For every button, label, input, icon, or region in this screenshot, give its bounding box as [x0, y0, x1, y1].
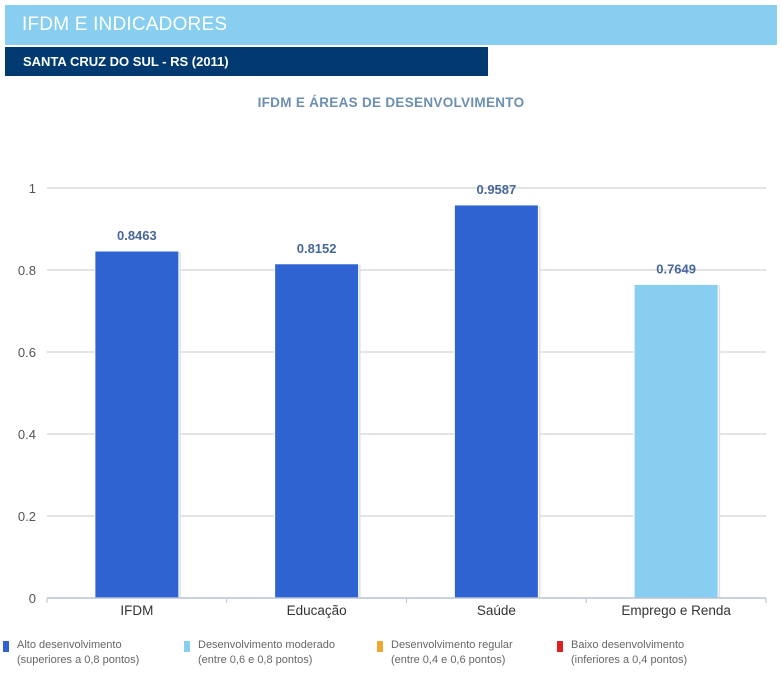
data-label: 0.9587	[476, 182, 516, 197]
x-tick-label: Emprego e Renda	[621, 603, 731, 618]
data-label: 0.8463	[117, 228, 157, 243]
bar	[633, 283, 719, 599]
y-tick-label: 0.4	[18, 427, 36, 442]
legend-swatch	[557, 641, 563, 652]
legend-swatch	[3, 641, 9, 652]
data-label: 0.8152	[297, 241, 337, 256]
x-tick-label: IFDM	[120, 603, 153, 618]
legend-range: (entre 0,4 e 0,6 pontos)	[391, 654, 506, 666]
bar	[94, 250, 180, 599]
top-banner: IFDM E INDICADORES	[5, 5, 777, 45]
x-tick-label: Educação	[287, 603, 347, 618]
y-tick-label: 1	[29, 181, 36, 196]
chart-title: IFDM E ÁREAS DE DESENVOLVIMENTO	[257, 95, 525, 110]
y-tick-label: 0	[29, 591, 36, 606]
bar	[274, 263, 360, 599]
legend-label: Desenvolvimento moderado	[198, 639, 335, 651]
legend-range: (entre 0,6 e 0,8 pontos)	[198, 654, 313, 666]
legend-swatch	[184, 641, 190, 652]
location-subtitle: SANTA CRUZ DO SUL - RS (2011)	[23, 54, 229, 69]
y-tick-label: 0.2	[18, 509, 36, 524]
legend-swatch	[377, 641, 383, 652]
y-tick-label: 0.8	[18, 263, 36, 278]
legend-range: (inferiores a 0,4 pontos)	[571, 654, 688, 666]
legend-range: (superiores a 0,8 pontos)	[17, 654, 140, 666]
legend-label: Baixo desenvolvimento	[571, 639, 685, 651]
sub-banner: SANTA CRUZ DO SUL - RS (2011)	[5, 47, 488, 76]
x-tick-label: Saúde	[477, 603, 516, 618]
data-label: 0.7649	[656, 261, 696, 276]
page-title: IFDM E INDICADORES	[22, 14, 228, 35]
y-tick-label: 0.6	[18, 345, 36, 360]
legend-label: Desenvolvimento regular	[391, 639, 513, 651]
bar	[453, 204, 539, 599]
legend-label: Alto desenvolvimento	[17, 639, 122, 651]
